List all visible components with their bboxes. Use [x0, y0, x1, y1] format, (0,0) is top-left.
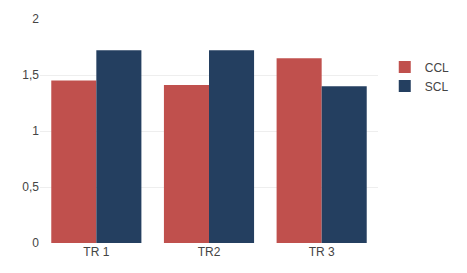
svg-text:TR2: TR2 [198, 245, 221, 259]
svg-text:1,5: 1,5 [22, 68, 39, 82]
svg-text:1: 1 [32, 124, 39, 138]
svg-text:2: 2 [32, 12, 39, 26]
svg-text:TR 1: TR 1 [83, 245, 109, 259]
svg-text:SCL: SCL [425, 80, 449, 94]
svg-text:0,5: 0,5 [22, 180, 39, 194]
svg-text:CCL: CCL [425, 61, 449, 75]
svg-text:TR 3: TR 3 [309, 245, 335, 259]
svg-text:0: 0 [32, 236, 39, 250]
